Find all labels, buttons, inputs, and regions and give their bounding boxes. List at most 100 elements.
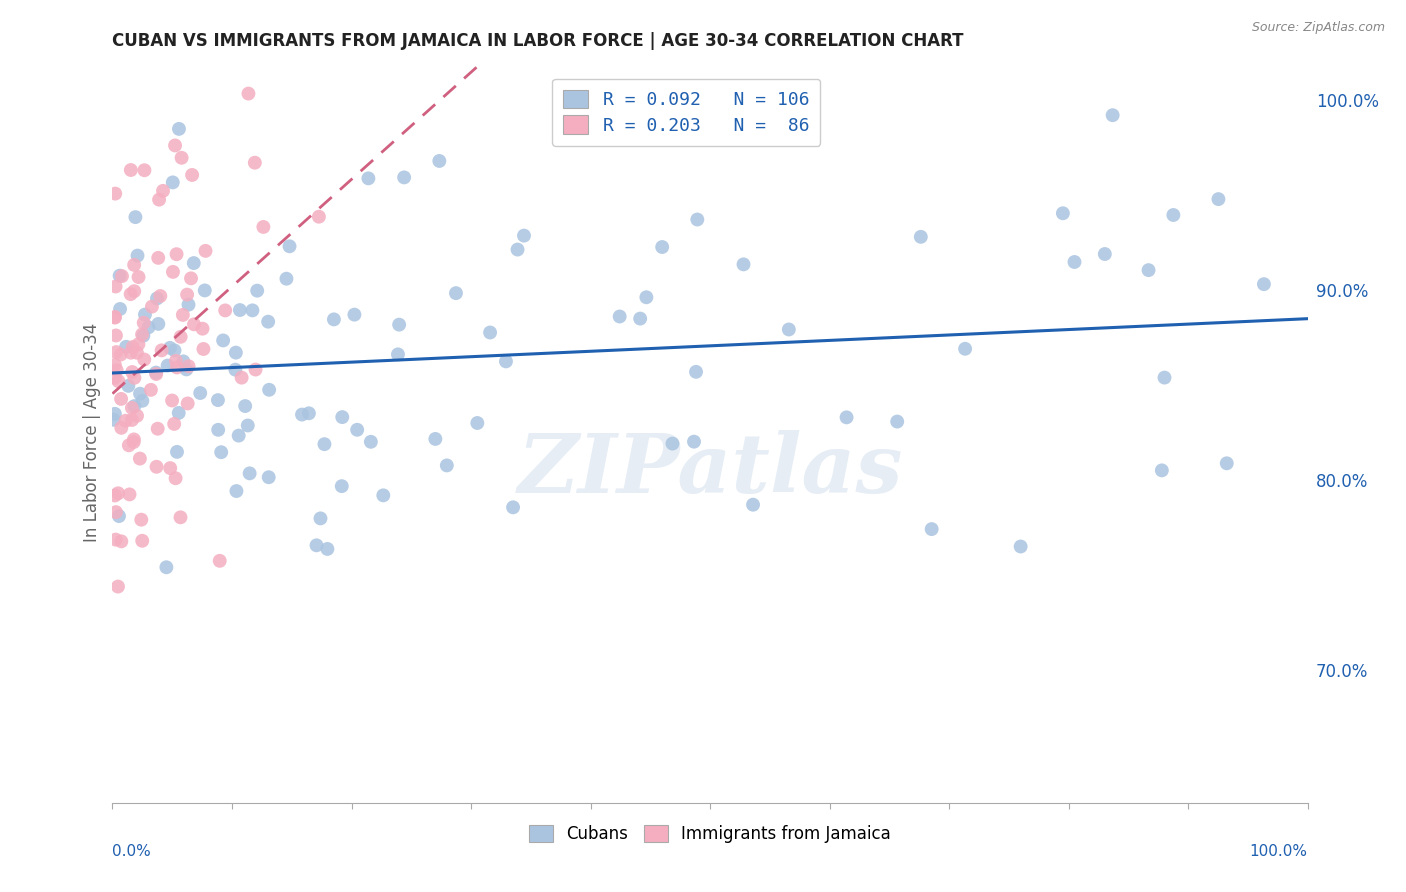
Point [427,153,450,168]
Point [162,265,184,279]
Point [160,393,183,408]
Point [111,269,134,284]
Point [169,330,191,344]
Text: CUBAN VS IMMIGRANTS FROM JAMAICA IN LABOR FORCE | AGE 30-34 CORRELATION CHART: CUBAN VS IMMIGRANTS FROM JAMAICA IN LABO… [112,32,965,50]
Point [104,505,127,519]
Point [107,580,129,594]
Point [170,151,193,165]
Point [305,538,328,552]
Point [686,212,709,227]
Point [148,317,170,331]
Point [122,284,145,298]
Point [176,362,198,376]
Point [177,359,200,374]
Point [1094,247,1116,261]
Point [120,287,142,301]
Point [636,290,658,304]
Point [346,423,368,437]
Point [886,415,908,429]
Point [108,509,131,524]
Point [104,407,127,421]
Point [127,249,149,263]
Point [166,445,188,459]
Point [953,342,976,356]
Point [146,422,169,436]
Text: 100.0%: 100.0% [1250,844,1308,858]
Point [129,386,152,401]
Point [169,510,191,524]
Point [309,511,332,525]
Point [132,316,155,330]
Point [128,451,150,466]
Point [239,467,262,481]
Point [467,416,489,430]
Point [229,303,252,318]
Point [134,308,156,322]
Point [156,359,179,373]
Point [322,312,344,326]
Point [257,470,280,484]
Point [145,367,167,381]
Text: Source: ZipAtlas.com: Source: ZipAtlas.com [1251,21,1385,34]
Point [145,366,167,380]
Point [104,371,127,385]
Point [105,345,128,359]
Point [257,383,280,397]
Point [129,513,152,527]
Point [121,365,143,379]
Point [360,434,382,449]
Point [373,488,395,502]
Point [124,399,146,413]
Point [159,461,181,475]
Point [118,438,141,452]
Point [122,258,145,272]
Point [207,423,229,437]
Legend: Cubans, Immigrants from Jamaica: Cubans, Immigrants from Jamaica [523,819,897,850]
Point [131,533,153,548]
Point [139,383,162,397]
Point [121,401,143,415]
Point [243,155,266,169]
Point [1063,255,1085,269]
Point [683,434,706,449]
Point [495,354,517,368]
Point [392,170,415,185]
Point [115,340,138,354]
Point [778,322,800,336]
Point [208,554,231,568]
Point [103,413,125,427]
Point [120,345,142,359]
Point [105,363,128,377]
Point [1253,277,1275,292]
Point [124,371,146,385]
Point [146,292,169,306]
Point [134,352,156,367]
Point [148,193,170,207]
Point [180,271,202,285]
Point [125,409,148,423]
Point [145,459,167,474]
Point [357,171,380,186]
Point [122,433,145,447]
Point [298,406,321,420]
Point [388,318,411,332]
Point [176,396,198,410]
Point [166,360,188,375]
Point [122,435,145,450]
Point [159,341,181,355]
Point [107,486,129,500]
Point [104,310,127,324]
Point [110,347,132,361]
Point [506,243,529,257]
Point [921,522,943,536]
Point [108,301,131,316]
Point [155,560,177,574]
Point [138,320,160,334]
Point [150,343,173,358]
Point [163,343,186,358]
Point [110,421,132,435]
Point [1216,456,1239,470]
Point [110,534,132,549]
Point [108,268,131,283]
Point [104,328,127,343]
